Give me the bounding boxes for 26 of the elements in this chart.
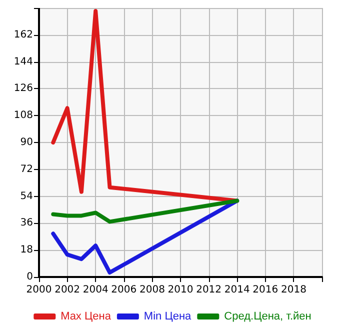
y-tick-label: 36 xyxy=(20,218,33,229)
x-tick-label: 2014 xyxy=(224,284,250,296)
legend-label: Max Цена xyxy=(60,310,112,322)
y-tick-label: 108 xyxy=(14,110,33,122)
x-tick-label: 2010 xyxy=(168,284,194,296)
y-tick-label: 54 xyxy=(20,190,33,202)
x-tick-label: 2008 xyxy=(139,284,165,296)
line-series xyxy=(51,198,240,275)
x-tick-label: 2004 xyxy=(82,284,108,296)
legend-label: Min Цена xyxy=(144,310,192,322)
y-tick-label: 126 xyxy=(14,83,33,94)
y-tick-label: 90 xyxy=(20,137,33,148)
x-tick-label: 2016 xyxy=(252,284,278,296)
line-series xyxy=(51,198,240,224)
x-tick-label: 2012 xyxy=(196,284,222,296)
y-tick-label: 0 xyxy=(26,272,33,282)
x-tick-label: 2018 xyxy=(280,284,306,296)
legend-label: Сред.Цена, т.йен xyxy=(224,310,312,322)
x-tick-label: 2002 xyxy=(54,284,80,296)
line-series xyxy=(51,8,240,203)
y-tick-label: 144 xyxy=(14,56,33,68)
y-tick-label: 18 xyxy=(20,244,33,256)
y-tick-label: 72 xyxy=(20,164,33,175)
x-tick-label: 2000 xyxy=(26,284,52,296)
y-tick-label: 162 xyxy=(14,29,33,40)
x-tick-label: 2006 xyxy=(111,284,137,296)
